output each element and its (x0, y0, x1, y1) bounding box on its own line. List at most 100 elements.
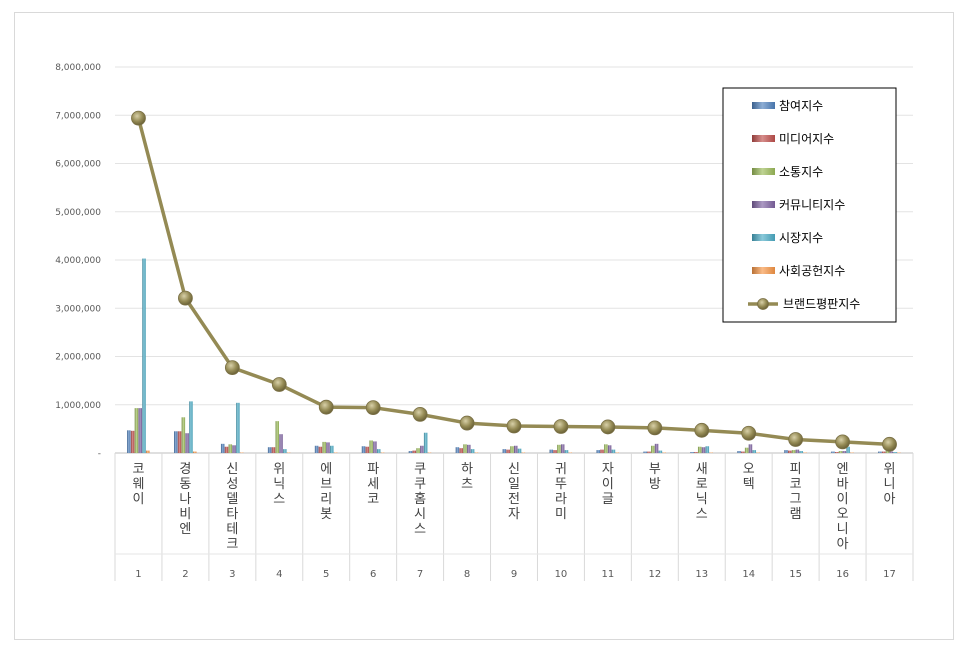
y-tick-label: 8,000,000 (55, 63, 101, 73)
legend-label: 사회공헌지수 (779, 264, 845, 278)
bar-커뮤니티지수-자이글 (607, 445, 612, 453)
line-point-오텍 (741, 425, 757, 441)
bar-사회공헌지수-위닉스 (286, 452, 291, 454)
line-point-피코그램 (788, 432, 804, 447)
bar-미디어지수-파세코 (365, 446, 370, 453)
legend-label: 미디어지수 (779, 132, 834, 146)
x-index-label: 4 (276, 569, 282, 580)
bar-소통지수-신성델타테크 (228, 444, 233, 453)
line-point-에브리봇 (318, 399, 334, 415)
bar-미디어지수-귀뚜라미 (553, 450, 557, 453)
bar-커뮤니티지수-쿠쿠홈시스 (420, 445, 424, 453)
bar-series (127, 258, 901, 454)
bar-사회공헌지수-엔바이오니아 (850, 452, 854, 454)
bar-참여지수-새로닉스 (690, 452, 694, 453)
bar-미디어지수-새로닉스 (694, 452, 698, 453)
bar-미디어지수-자이글 (600, 449, 604, 453)
legend-marker-브랜드평판지수 (757, 298, 769, 310)
bar-커뮤니티지수-에브리봇 (326, 442, 330, 453)
bar-참여지수-위니아 (878, 451, 882, 453)
legend-box (722, 87, 897, 323)
x-index-label: 15 (789, 569, 802, 580)
bar-시장지수-귀뚜라미 (564, 450, 569, 453)
chart-frame: - 1,000,000 2,000,000 3,000,000 4,000,000 5,0… (14, 12, 954, 640)
bar-사회공헌지수-새로닉스 (709, 452, 713, 454)
bar-소통지수-새로닉스 (697, 446, 702, 453)
line-point-코웨이 (131, 110, 146, 126)
bar-참여지수-코웨이 (127, 430, 131, 453)
bar-시장지수-쿠쿠홈시스 (423, 432, 428, 453)
bar-커뮤니티지수-신성델타테크 (232, 445, 236, 453)
bar-시장지수-신성델타테크 (236, 402, 240, 453)
bar-시장지수-위니아 (893, 452, 897, 453)
bar-참여지수-부방 (643, 451, 647, 453)
bar-시장지수-위닉스 (283, 449, 287, 453)
line-point-신일전자 (506, 418, 522, 434)
x-index-label: 16 (836, 569, 849, 580)
bar-미디어지수-엔바이오니아 (834, 452, 839, 453)
y-tick-label: 3,000,000 (55, 304, 101, 314)
bar-소통지수-쿠쿠홈시스 (416, 448, 420, 453)
bar-미디어지수-경동나비엔 (177, 431, 182, 453)
bar-미디어지수-위닉스 (271, 447, 276, 453)
y-tick-label: 7,000,000 (55, 111, 101, 121)
x-index-label: 7 (417, 569, 423, 580)
bar-소통지수-경동나비엔 (181, 417, 186, 453)
line-point-하츠 (459, 415, 475, 431)
line-point-귀뚜라미 (553, 419, 569, 434)
bar-시장지수-경동나비엔 (189, 401, 193, 453)
bar-시장지수-파세코 (376, 449, 381, 453)
bar-참여지수-경동나비엔 (174, 431, 178, 453)
bar-사회공헌지수-자이글 (615, 452, 619, 454)
y-tick-label: 2,000,000 (55, 353, 101, 363)
bar-시장지수-자이글 (611, 449, 616, 453)
bar-미디어지수-코웨이 (130, 430, 135, 453)
legend-swatch-시장지수 (752, 234, 775, 241)
bar-사회공헌지수-하츠 (474, 452, 479, 454)
y-tick-label: 5,000,000 (55, 208, 101, 218)
bar-미디어지수-에브리봇 (318, 446, 323, 453)
bar-소통지수-코웨이 (134, 408, 139, 453)
bar-참여지수-위닉스 (267, 447, 272, 453)
y-axis: - 1,000,000 2,000,000 3,000,000 4,000,000 5,0… (55, 63, 101, 459)
x-index-label: 3 (229, 569, 235, 580)
x-index-label: 6 (370, 569, 376, 580)
x-index-label: 14 (742, 569, 755, 580)
bar-커뮤니티지수-부방 (654, 443, 659, 453)
x-index-label: 12 (648, 569, 661, 580)
bar-사회공헌지수-피코그램 (803, 452, 807, 454)
bar-참여지수-피코그램 (784, 450, 788, 453)
bar-참여지수-신성델타테크 (220, 443, 225, 453)
bar-소통지수-귀뚜라미 (557, 444, 561, 453)
bar-소통지수-오텍 (744, 447, 749, 453)
bar-커뮤니티지수-파세코 (373, 441, 377, 453)
bar-시장지수-오텍 (752, 450, 757, 453)
bar-커뮤니티지수-오텍 (748, 444, 753, 453)
bar-시장지수-피코그램 (799, 451, 803, 453)
line-point-신성델타테크 (224, 360, 240, 375)
bar-커뮤니티지수-위닉스 (279, 434, 283, 453)
x-index-label: 13 (695, 569, 708, 580)
bar-참여지수-파세코 (361, 446, 366, 453)
bar-사회공헌지수-에브리봇 (333, 452, 338, 454)
bar-사회공헌지수-위니아 (897, 452, 901, 454)
bar-참여지수-쿠쿠홈시스 (408, 451, 413, 453)
x-index-label: 9 (511, 569, 517, 580)
y-tick-label: 6,000,000 (55, 160, 101, 170)
bar-참여지수-오텍 (737, 451, 741, 453)
line-point-엔바이오니아 (835, 434, 850, 450)
bar-미디어지수-오텍 (741, 451, 745, 453)
x-index-label: 17 (883, 569, 896, 580)
bar-사회공헌지수-귀뚜라미 (568, 452, 573, 454)
x-index-label: 1 (135, 569, 141, 580)
